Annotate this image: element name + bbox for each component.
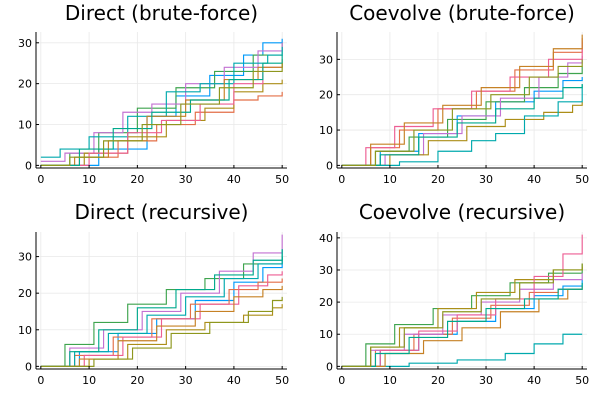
y-tick-label: 0 [326, 360, 333, 373]
series-line-8 [341, 34, 583, 166]
x-tick-label: 0 [338, 173, 345, 186]
y-tick-label: 20 [319, 296, 333, 309]
series-line-1 [40, 38, 283, 166]
chart-panel-4: Coevolve (recursive) 0 10 20 30 40 50 0 10 20 30 40 [319, 200, 589, 387]
x-tick-label: 50 [275, 173, 289, 186]
x-tick-label: 10 [82, 374, 96, 387]
y-tick-label: 0 [25, 159, 32, 172]
chart-title: Direct (brute-force) [65, 1, 258, 25]
series-line-8 [40, 285, 283, 367]
x-tick-label: 40 [527, 173, 541, 186]
chart-title: Coevolve (recursive) [359, 200, 565, 224]
series-line-4 [341, 55, 583, 166]
x-tick-label: 10 [383, 173, 397, 186]
y-tick-label: 30 [18, 37, 32, 50]
series-line-10 [341, 59, 583, 166]
x-tick-label: 40 [227, 374, 241, 387]
series-line-4 [341, 273, 583, 367]
series-line-9 [40, 55, 283, 166]
x-tick-label: 50 [575, 374, 589, 387]
x-tick-label: 40 [227, 173, 241, 186]
y-tick-label: 30 [319, 264, 333, 277]
series-line-2 [341, 38, 583, 166]
x-tick-label: 20 [431, 374, 445, 387]
series-line-6 [341, 333, 583, 367]
y-tick-label: 20 [18, 78, 32, 91]
chart-panel-3: Direct (recursive) 0 10 20 30 40 50 0 10 20 30 [18, 200, 289, 387]
chart-title: Coevolve (brute-force) [349, 1, 575, 25]
series-line-8 [341, 286, 583, 367]
chart-title: Direct (recursive) [75, 200, 249, 224]
series-line-10 [341, 263, 583, 367]
series-line-10 [40, 296, 283, 367]
x-tick-label: 0 [37, 173, 44, 186]
series-line-9 [40, 249, 283, 367]
x-tick-label: 30 [479, 374, 493, 387]
y-tick-label: 10 [18, 324, 32, 337]
y-tick-label: 0 [25, 360, 32, 373]
chart-panel-2: Coevolve (brute-force) 0 10 20 30 40 50 0 10 20 30 [319, 1, 589, 186]
y-tick-label: 30 [18, 251, 32, 264]
y-tick-label: 10 [319, 124, 333, 137]
series-line-6 [40, 46, 283, 158]
series-line-4 [40, 234, 283, 367]
x-tick-label: 20 [431, 173, 445, 186]
series-line-7 [341, 234, 583, 367]
x-tick-label: 30 [179, 374, 193, 387]
y-tick-label: 0 [326, 159, 333, 172]
y-tick-label: 10 [18, 119, 32, 132]
chart-panel-1: Direct (brute-force) 0 10 20 30 40 50 0 10 20 30 [18, 1, 289, 186]
series-line-7 [40, 271, 283, 367]
x-tick-label: 50 [275, 374, 289, 387]
series-line-6 [341, 84, 583, 166]
x-tick-label: 30 [479, 173, 493, 186]
series-line-9 [341, 84, 583, 166]
series-line-5 [341, 266, 583, 367]
series-line-4 [40, 42, 283, 162]
x-tick-label: 10 [383, 374, 397, 387]
series-line-10 [40, 63, 283, 166]
series-line-9 [341, 282, 583, 367]
x-tick-label: 20 [130, 173, 144, 186]
x-tick-label: 50 [575, 173, 589, 186]
series-line-7 [341, 41, 583, 166]
y-tick-label: 40 [319, 232, 333, 245]
x-tick-label: 0 [37, 374, 44, 387]
x-tick-label: 10 [82, 173, 96, 186]
y-tick-label: 30 [319, 53, 333, 66]
y-tick-label: 10 [319, 328, 333, 341]
x-tick-label: 0 [338, 374, 345, 387]
series-line-7 [40, 63, 283, 166]
x-tick-label: 30 [179, 173, 193, 186]
series-line-3 [40, 256, 283, 367]
x-tick-label: 20 [130, 374, 144, 387]
y-tick-label: 20 [319, 89, 333, 102]
y-tick-label: 20 [18, 287, 32, 300]
x-tick-label: 40 [527, 374, 541, 387]
